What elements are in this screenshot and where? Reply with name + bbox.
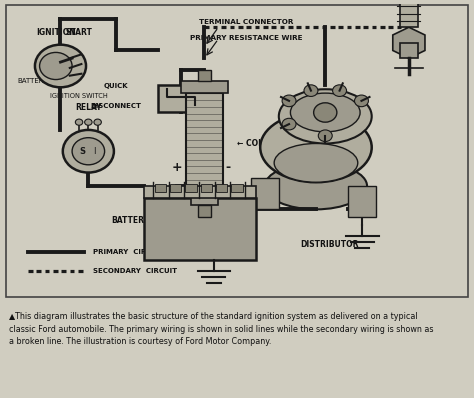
Polygon shape — [393, 27, 425, 58]
Text: TERMINAL CONNECTOR: TERMINAL CONNECTOR — [199, 20, 293, 25]
Text: +: + — [171, 162, 182, 174]
Circle shape — [355, 95, 368, 107]
Bar — [400, 43, 418, 58]
Circle shape — [282, 95, 296, 107]
Bar — [198, 205, 211, 217]
Bar — [201, 184, 212, 192]
Bar — [144, 198, 255, 260]
Text: DISTRIBUTOR: DISTRIBUTOR — [301, 240, 359, 250]
Bar — [231, 184, 243, 192]
Circle shape — [333, 85, 346, 96]
Bar — [144, 186, 255, 198]
Ellipse shape — [260, 113, 372, 182]
Text: RELAY: RELAY — [75, 103, 101, 113]
Bar — [185, 184, 197, 192]
Circle shape — [75, 119, 83, 125]
Text: PRIMARY RESISTANCE WIRE: PRIMARY RESISTANCE WIRE — [190, 35, 302, 41]
Text: ← COIL: ← COIL — [237, 139, 266, 148]
Circle shape — [40, 53, 72, 80]
Ellipse shape — [279, 89, 372, 144]
Circle shape — [72, 138, 105, 165]
Text: START: START — [65, 28, 92, 37]
Bar — [251, 178, 279, 209]
Bar — [198, 70, 211, 82]
Circle shape — [319, 130, 332, 142]
Circle shape — [304, 85, 318, 96]
Bar — [155, 184, 166, 192]
Text: ▲This diagram illustrates the basic structure of the standard ignition system as: ▲This diagram illustrates the basic stru… — [9, 312, 434, 346]
Circle shape — [314, 103, 337, 122]
Bar — [400, 0, 418, 27]
Bar — [216, 184, 227, 192]
Circle shape — [94, 119, 101, 125]
Circle shape — [35, 45, 86, 87]
Ellipse shape — [291, 93, 360, 132]
Text: IGNITION SWITCH: IGNITION SWITCH — [50, 93, 108, 99]
Bar — [181, 82, 228, 93]
Text: IGNITION: IGNITION — [36, 28, 76, 37]
Text: I: I — [93, 147, 95, 156]
Ellipse shape — [265, 163, 367, 209]
Bar — [170, 184, 181, 192]
Ellipse shape — [274, 144, 358, 182]
Circle shape — [282, 118, 296, 130]
Circle shape — [63, 130, 114, 173]
Text: BATTERY→: BATTERY→ — [111, 217, 156, 226]
Circle shape — [85, 119, 92, 125]
Bar — [348, 186, 376, 217]
Bar — [158, 85, 204, 113]
Text: -: - — [225, 162, 230, 174]
Text: PRIMARY  CIRCUIT: PRIMARY CIRCUIT — [93, 249, 164, 255]
Text: QUICK: QUICK — [104, 83, 128, 89]
Bar — [191, 194, 219, 205]
Text: S: S — [80, 147, 86, 156]
Text: SECONDARY  CIRCUIT: SECONDARY CIRCUIT — [93, 268, 177, 274]
Text: BATTERY: BATTERY — [18, 78, 48, 84]
Bar — [144, 198, 255, 260]
Text: DISCONNECT: DISCONNECT — [91, 103, 142, 109]
Bar — [186, 93, 223, 194]
